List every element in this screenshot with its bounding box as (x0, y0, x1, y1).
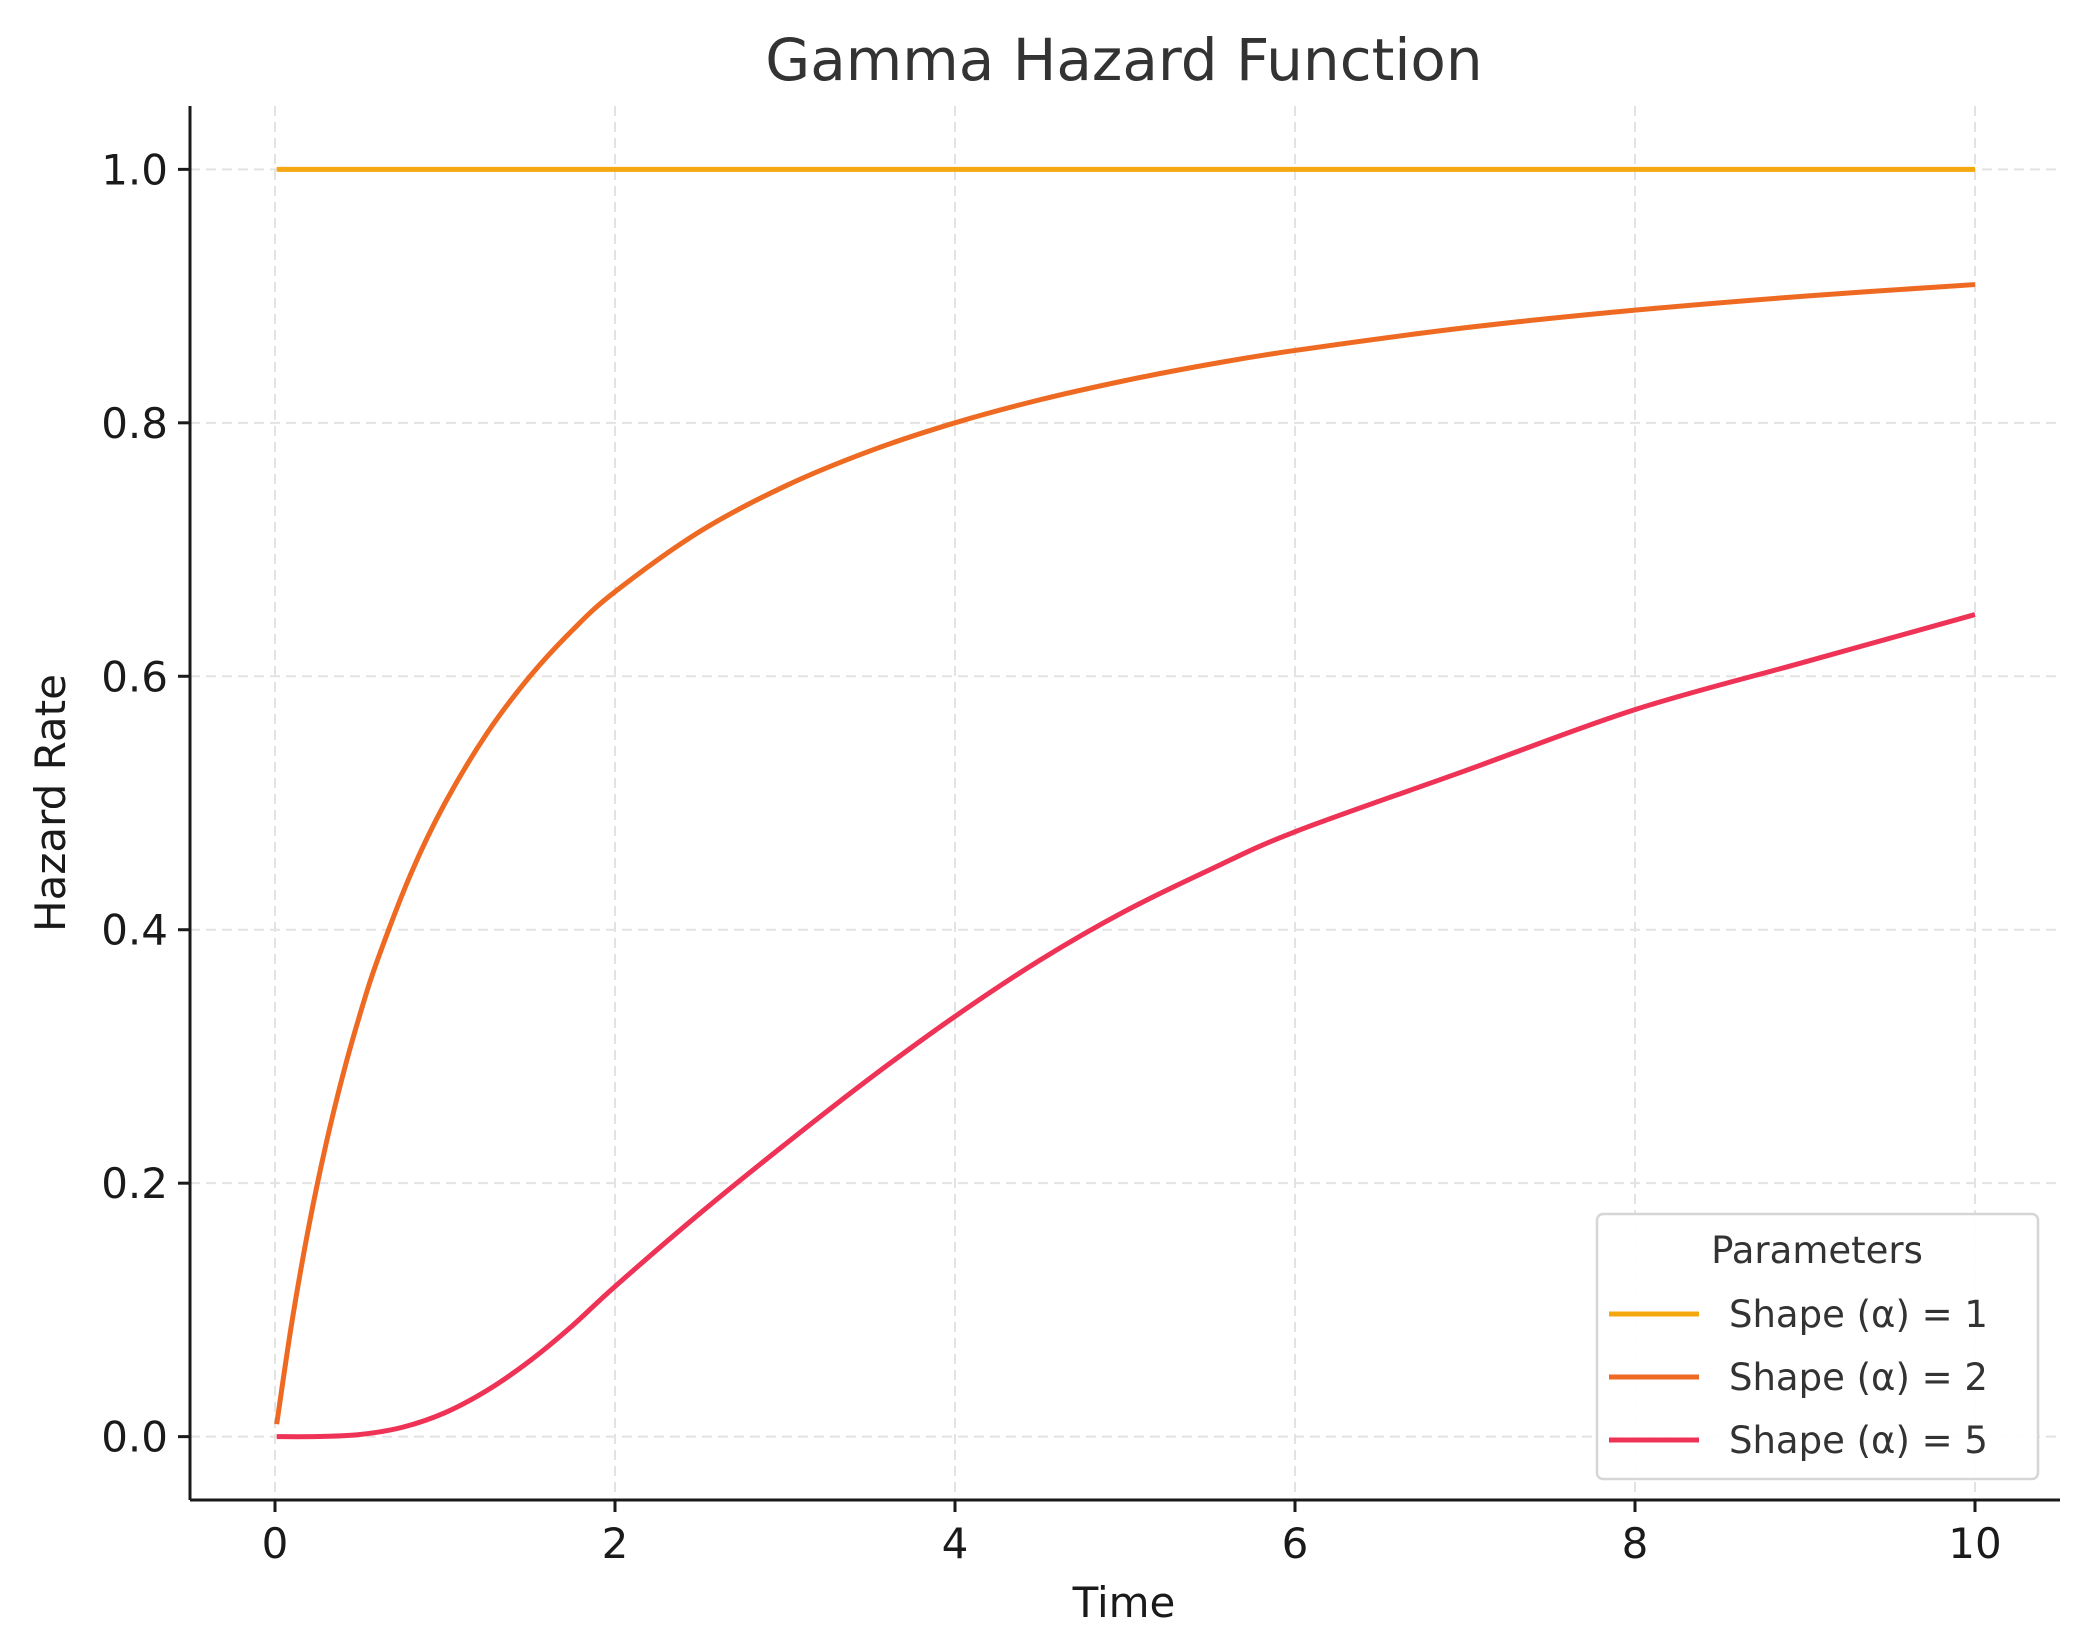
series-line-3 (276, 612, 1976, 1440)
y-tick-label: 0.6 (101, 652, 168, 701)
x-axis-label: Time (1072, 1578, 1176, 1627)
plot-area (274, 166, 1976, 1440)
y-tick-label: 0.2 (101, 1159, 168, 1208)
legend-title: Parameters (1711, 1229, 1923, 1272)
legend-label-1: Shape (α) = 1 (1729, 1293, 1988, 1336)
legend-label-3: Shape (α) = 5 (1729, 1419, 1988, 1462)
ticks: 0 2 4 6 8 10 0.0 0.2 0.4 0.6 0.8 1.0 (101, 145, 2002, 1568)
y-tick-label: 0.0 (101, 1413, 168, 1462)
legend-box (1595, 1212, 2040, 1481)
series-line-2 (274, 282, 1976, 1425)
y-tick-label: 0.4 (101, 906, 168, 955)
x-tick-label: 4 (942, 1519, 969, 1568)
x-tick-label: 8 (1622, 1519, 1649, 1568)
legend-entries: Shape (α) = 1 Shape (α) = 2 Shape (α) = 5 (1609, 1293, 1988, 1462)
x-tick-label: 6 (1282, 1519, 1309, 1568)
y-tick-label: 1.0 (101, 145, 168, 194)
y-tick-label: 0.8 (101, 399, 168, 448)
chart-title: Gamma Hazard Function (765, 26, 1482, 94)
x-tick-label: 2 (602, 1519, 629, 1568)
legend-label-2: Shape (α) = 2 (1729, 1356, 1988, 1399)
x-tick-label: 10 (1948, 1519, 2001, 1568)
y-axis-label: Hazard Rate (26, 674, 75, 932)
x-tick-label: 0 (262, 1519, 289, 1568)
axes (188, 106, 2060, 1502)
